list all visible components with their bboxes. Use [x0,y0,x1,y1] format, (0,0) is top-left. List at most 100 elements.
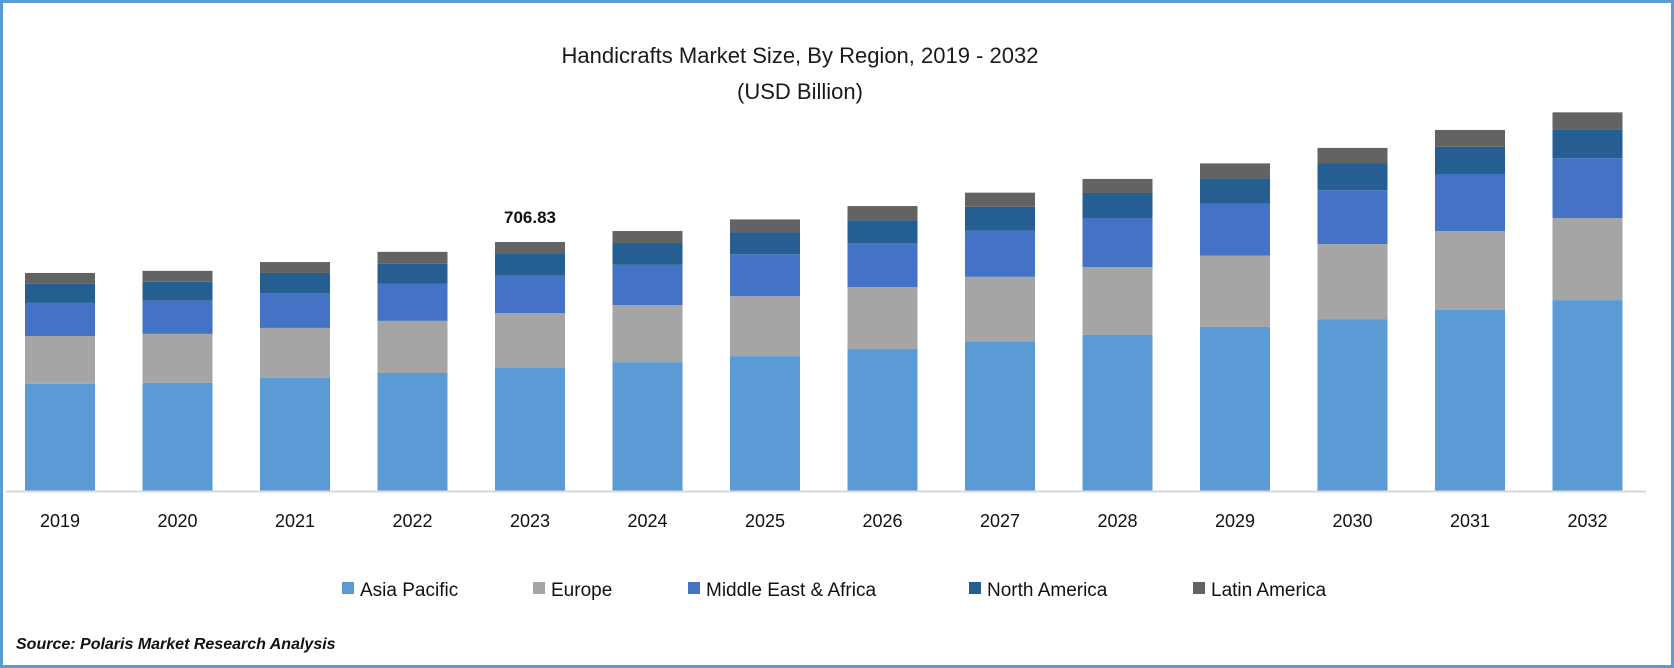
bar-segment-europe-2031 [1435,231,1505,310]
bar-segment-asia-pacific-2021 [260,377,330,491]
bar-segment-middle-east-africa-2021 [260,293,330,328]
bar-segment-asia-pacific-2030 [1317,319,1388,491]
bar-segment-europe-2030 [1317,244,1388,320]
bar-segment-middle-east-africa-2022 [377,283,448,321]
bar-segment-latin-america-2020 [142,270,213,282]
bar-segment-asia-pacific-2022 [377,373,448,491]
x-tick-label: 2032 [1567,511,1607,531]
bar-segment-latin-america-2029 [1200,163,1270,179]
bar-segment-asia-pacific-2028 [1082,334,1153,491]
bar-segment-middle-east-africa-2025 [730,254,800,297]
bar-segment-north-america-2024 [612,243,683,265]
data-labels: 706.83 [504,208,556,227]
bar-segment-europe-2032 [1552,218,1623,301]
bar-segment-middle-east-africa-2026 [847,243,918,288]
bar-segment-latin-america-2024 [612,231,683,244]
bar-segment-latin-america-2019 [25,272,95,284]
bar-segment-middle-east-africa-2020 [142,300,213,334]
legend-label: Asia Pacific [360,580,458,601]
bar-segment-middle-east-africa-2030 [1317,190,1388,245]
bar-segment-middle-east-africa-2028 [1082,218,1153,267]
x-tick-label: 2019 [40,511,80,531]
bar-segment-europe-2023 [495,313,565,368]
bar-segment-latin-america-2031 [1435,129,1505,147]
x-tick-label: 2021 [275,511,315,531]
bar-segment-latin-america-2021 [260,262,330,273]
bar-segment-middle-east-africa-2019 [25,302,95,337]
bar-segment-north-america-2020 [142,281,213,301]
bar-segment-asia-pacific-2020 [142,382,213,491]
x-tick-label: 2020 [157,511,197,531]
bar-segment-latin-america-2027 [965,192,1035,207]
bar-segment-latin-america-2032 [1552,112,1623,130]
bar-segment-north-america-2021 [260,272,330,294]
x-tick-label: 2022 [392,511,432,531]
bar-segment-north-america-2028 [1082,193,1153,219]
chart-subtitle: (USD Billion) [737,79,863,104]
x-tick-label: 2029 [1215,511,1255,531]
bar-segment-latin-america-2030 [1317,147,1388,164]
legend-swatch [342,582,354,594]
bar-segment-asia-pacific-2026 [847,349,918,491]
bar-segment-middle-east-africa-2029 [1200,203,1270,256]
bar-segment-europe-2028 [1082,266,1153,335]
x-tick-label: 2025 [745,511,785,531]
source-note: Source: Polaris Market Research Analysis [16,636,336,653]
bar-segment-middle-east-africa-2032 [1552,158,1623,219]
x-tick-label: 2027 [980,511,1020,531]
x-tick-label: 2023 [510,511,550,531]
bars [25,112,1623,491]
x-tick-label: 2024 [627,511,667,531]
bar-segment-asia-pacific-2023 [495,367,565,491]
bar-segment-latin-america-2023 [495,242,565,255]
bar-segment-asia-pacific-2025 [730,356,800,491]
bar-segment-north-america-2023 [495,254,565,276]
legend-item: Latin America [1193,580,1327,601]
bar-segment-north-america-2026 [847,220,918,244]
legend-swatch [533,582,545,594]
chart-title: Handicrafts Market Size, By Region, 2019… [562,43,1039,68]
legend-item: Europe [533,580,612,601]
legend-item: Middle East & Africa [688,580,876,601]
x-tick-label: 2030 [1332,511,1372,531]
bar-segment-europe-2022 [377,320,448,374]
bar-segment-asia-pacific-2032 [1552,300,1623,491]
bar-segment-north-america-2029 [1200,178,1270,204]
bar-segment-north-america-2019 [25,283,95,303]
legend: Asia Pacific Europe Middle East & Africa No… [342,580,1327,601]
bar-segment-latin-america-2022 [377,251,448,264]
x-axis-ticks: 2019 2020 2021 2022 2023 2024 2025 2026 2027 2028… [40,511,1608,531]
legend-item: North America [969,580,1108,601]
x-tick-label: 2031 [1450,511,1490,531]
bar-segment-asia-pacific-2029 [1200,326,1270,491]
bar-segment-middle-east-africa-2031 [1435,173,1505,232]
bar-segment-north-america-2022 [377,263,448,284]
x-tick-label: 2028 [1097,511,1137,531]
bar-segment-europe-2021 [260,327,330,378]
bar-segment-europe-2026 [847,287,918,350]
bar-segment-europe-2020 [142,333,213,383]
bar-segment-north-america-2032 [1552,129,1623,159]
bar-segment-latin-america-2028 [1082,178,1153,194]
bar-segment-middle-east-africa-2027 [965,230,1035,277]
bar-segment-asia-pacific-2024 [612,362,683,491]
bar-segment-north-america-2030 [1317,163,1388,191]
bar-segment-europe-2027 [965,276,1035,343]
bar-segment-europe-2019 [25,336,95,384]
x-tick-label: 2026 [862,511,902,531]
legend-label: Latin America [1211,580,1327,601]
bar-segment-middle-east-africa-2023 [495,275,565,314]
legend-label: Middle East & Africa [706,580,876,601]
data-label-2023: 706.83 [504,208,556,227]
bar-segment-asia-pacific-2027 [965,342,1035,491]
bar-segment-latin-america-2026 [847,206,918,221]
legend-swatch [688,582,700,594]
bar-segment-middle-east-africa-2024 [612,264,683,306]
bar-segment-europe-2024 [612,305,683,363]
legend-swatch [1193,582,1205,594]
legend-label: North America [987,580,1108,601]
legend-item: Asia Pacific [342,580,458,601]
legend-label: Europe [551,580,612,601]
